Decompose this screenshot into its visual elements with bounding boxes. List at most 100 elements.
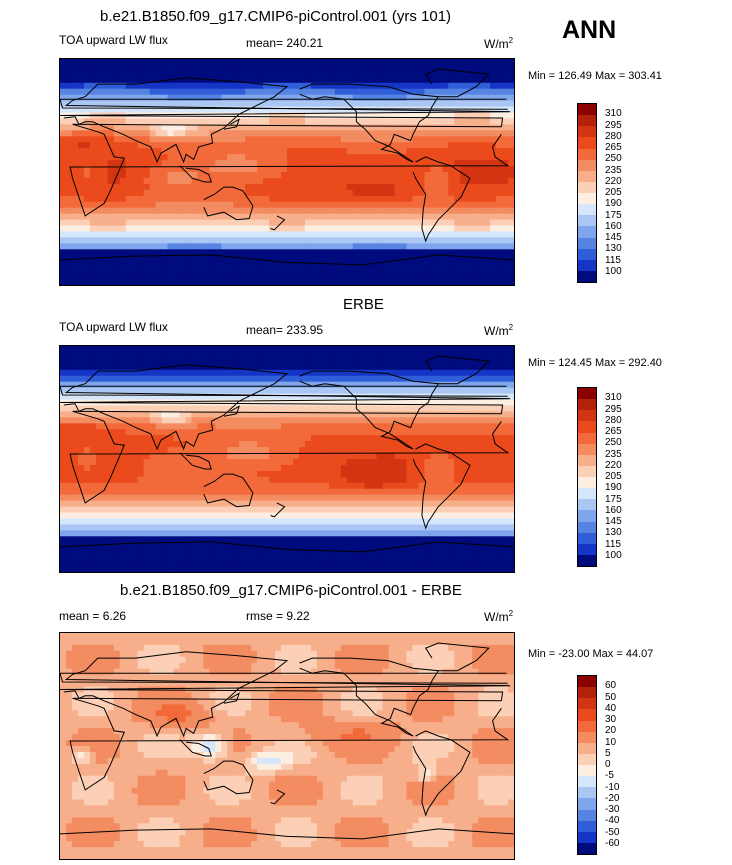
map-cell [60, 464, 67, 472]
map-cell [191, 59, 198, 66]
map-cell [418, 249, 425, 256]
map-cell [113, 351, 121, 359]
map-cell [89, 106, 97, 114]
map-cell [478, 142, 485, 149]
map-cell [89, 459, 97, 466]
map-cell [508, 249, 514, 256]
map-cell [107, 118, 115, 126]
map-cell [161, 351, 169, 359]
map-cell [173, 243, 181, 250]
map-cell [143, 183, 151, 191]
map-cell [484, 237, 491, 244]
map-cell [424, 500, 431, 508]
map-cell [442, 213, 449, 221]
map-cell [310, 387, 318, 395]
map-cell [125, 494, 133, 502]
map-cell [382, 267, 390, 274]
map-cell [77, 387, 85, 395]
map-cell [478, 494, 485, 502]
map-cell [287, 470, 294, 478]
map-cell [95, 273, 103, 280]
map-cell [83, 506, 91, 514]
map-cell [281, 279, 288, 285]
map-cell [448, 136, 455, 143]
map-cell [316, 459, 324, 466]
map-cell [328, 447, 336, 454]
map-cell [424, 273, 431, 280]
map-cell [448, 357, 455, 365]
map-cell [275, 189, 282, 197]
map-cell [322, 476, 330, 484]
map-cell [101, 195, 109, 203]
map-cell [119, 267, 127, 274]
map-cell [149, 195, 157, 203]
map-cell [334, 500, 342, 508]
map-cell [388, 189, 396, 197]
map-cell [502, 470, 509, 478]
map-cell [239, 267, 246, 274]
map-cell [382, 488, 390, 496]
map-cell [400, 172, 408, 179]
map-cell [412, 237, 420, 244]
map-cell [107, 249, 115, 256]
map-cell [502, 429, 509, 436]
map-cell [346, 100, 354, 108]
map-cell [269, 195, 276, 203]
map-cell [502, 267, 509, 274]
map-cell [95, 249, 103, 256]
map-cell [430, 357, 437, 365]
map-cell [322, 500, 330, 508]
map-cell [167, 482, 175, 490]
map-cell [113, 213, 121, 221]
map-cell [478, 213, 485, 221]
map-cell [292, 237, 300, 244]
map-cell [334, 393, 342, 401]
map-cell [424, 363, 431, 371]
map-cell [155, 459, 163, 466]
map-cell [442, 148, 449, 155]
map-cell [161, 177, 169, 185]
map-cell [496, 94, 503, 102]
map-cell [137, 346, 145, 353]
map-cell [412, 82, 420, 90]
map-cell [490, 363, 497, 371]
map-cell [89, 273, 97, 280]
map-cell [119, 136, 127, 143]
map-cell [508, 351, 514, 359]
map-cell [161, 500, 169, 508]
map-cell [77, 459, 85, 466]
map-cell [418, 118, 425, 126]
map-cell [113, 195, 121, 203]
map-cell [358, 417, 366, 424]
map-cell [77, 231, 85, 239]
map-cell [275, 154, 282, 161]
map-cell [418, 488, 425, 496]
map-cell [460, 435, 467, 442]
map-cell [269, 423, 276, 430]
map-cell [101, 219, 109, 227]
map-cell [119, 195, 127, 203]
map-cell [412, 470, 420, 478]
map-cell [328, 100, 336, 108]
map-cell [364, 160, 372, 167]
map-cell [185, 88, 193, 96]
map-cell [209, 213, 216, 221]
map-cell [263, 279, 270, 285]
map-cell [83, 423, 91, 430]
map-cell [275, 76, 282, 84]
map-cell [83, 154, 91, 161]
map-cell [382, 417, 390, 424]
map-cell [257, 160, 264, 167]
map-cell [310, 267, 318, 274]
map-cell [107, 172, 115, 179]
map-cell [322, 261, 330, 268]
map-cell [233, 279, 240, 285]
map-cell [149, 201, 157, 209]
map-cell [460, 130, 467, 137]
map-cell [191, 387, 198, 395]
map-cell [436, 470, 443, 478]
map-cell [310, 346, 318, 353]
map-cell [352, 423, 360, 430]
map-cell [346, 500, 354, 508]
map-cell [251, 154, 258, 161]
